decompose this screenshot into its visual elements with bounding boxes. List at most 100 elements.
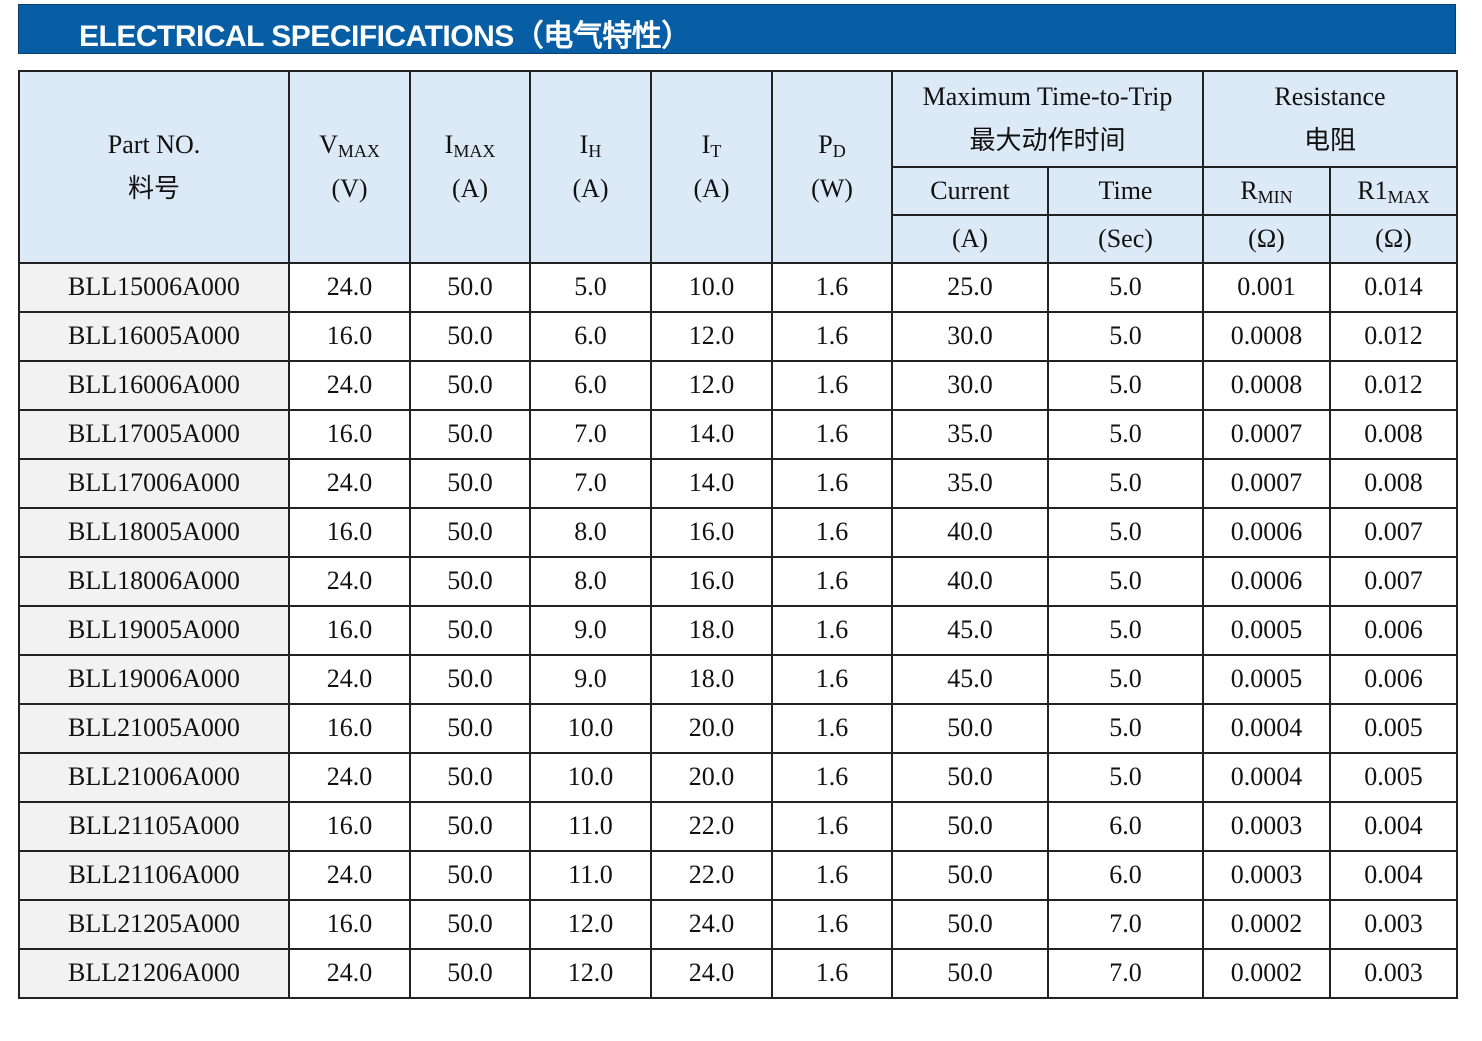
header-row: Current Time RMIN R1MAX xyxy=(19,166,1458,216)
part-number: BLL17005A000 xyxy=(18,409,290,460)
cell: 20.0 xyxy=(650,703,773,754)
part-number: BLL18006A000 xyxy=(18,556,290,607)
symbol: R xyxy=(1240,175,1258,205)
cell: 25.0 xyxy=(891,262,1049,313)
label: Maximum Time-to-Trip xyxy=(922,81,1173,111)
cell: 11.0 xyxy=(529,850,652,901)
cell: 1.6 xyxy=(771,801,893,852)
cell: 50.0 xyxy=(409,458,531,509)
cell: 6.0 xyxy=(1047,850,1204,901)
cell: 7.0 xyxy=(529,458,652,509)
cell: 1.6 xyxy=(771,948,893,999)
data-row: BLL17005A000 16.0 50.0 7.0 14.0 1.6 35.0 5.0 0.0… xyxy=(18,409,1458,460)
cell: 1.6 xyxy=(771,654,893,705)
header-row: (A) (Sec) (Ω) (Ω) xyxy=(19,214,1458,264)
cell: 1.6 xyxy=(771,899,893,950)
cell: 12.0 xyxy=(650,360,773,411)
cell: 12.0 xyxy=(650,311,773,362)
header-symbol: RMIN xyxy=(1204,169,1329,213)
label: Resistance xyxy=(1274,81,1386,111)
column-header: IMAX (A) xyxy=(409,70,531,264)
data-row: BLL19005A000 16.0 50.0 9.0 18.0 1.6 45.0 5.0 0.0… xyxy=(18,605,1458,656)
cell: 8.0 xyxy=(529,556,652,607)
cell: 5.0 xyxy=(1047,654,1204,705)
header-symbol: R1MAX xyxy=(1331,169,1456,213)
cell: 35.0 xyxy=(891,458,1049,509)
cell: 1.6 xyxy=(771,703,893,754)
cell: 50.0 xyxy=(891,850,1049,901)
part-number: BLL21106A000 xyxy=(18,850,290,901)
label-cn: 最大动作时间 xyxy=(969,126,1126,155)
part-number: BLL17006A000 xyxy=(18,458,290,509)
cell: 50.0 xyxy=(409,556,531,607)
data-row: BLL16005A000 16.0 50.0 6.0 12.0 1.6 30.0 5.0 0.0… xyxy=(18,311,1458,362)
unit: (A) xyxy=(451,174,489,203)
cell: 50.0 xyxy=(409,899,531,950)
sub-header: Current xyxy=(891,166,1049,216)
cell: 24.0 xyxy=(288,850,411,901)
data-row: BLL18005A000 16.0 50.0 8.0 16.0 1.6 40.0 5.0 0.0… xyxy=(18,507,1458,558)
cell: 0.0004 xyxy=(1202,703,1331,754)
part-number: BLL16006A000 xyxy=(18,360,290,411)
cell: 0.007 xyxy=(1329,507,1458,558)
table-head: Part NO. 料号 VMAX (V) IMAX (A) IH (A) IT (A) PD (W) M… xyxy=(18,70,1458,264)
unit: (Ω) xyxy=(1202,214,1331,264)
cell: 1.6 xyxy=(771,311,893,362)
cell: 50.0 xyxy=(409,360,531,411)
cell: 10.0 xyxy=(529,703,652,754)
cell: 5.0 xyxy=(1047,556,1204,607)
cell: 0.005 xyxy=(1329,703,1458,754)
cell: 24.0 xyxy=(650,899,773,950)
unit: (W) xyxy=(811,174,853,203)
data-row: BLL21106A000 24.0 50.0 11.0 22.0 1.6 50.0 6.0 0.… xyxy=(18,850,1458,901)
cell: 11.0 xyxy=(529,801,652,852)
cell: 50.0 xyxy=(409,850,531,901)
data-row: BLL21205A000 16.0 50.0 12.0 24.0 1.6 50.0 7.0 0.… xyxy=(18,899,1458,950)
cell: 1.6 xyxy=(771,556,893,607)
data-row: BLL21105A000 16.0 50.0 11.0 22.0 1.6 50.0 6.0 0.… xyxy=(18,801,1458,852)
cell: 16.0 xyxy=(650,556,773,607)
cell: 9.0 xyxy=(529,605,652,656)
group-header: Maximum Time-to-Trip 最大动作时间 xyxy=(891,70,1204,168)
cell: 16.0 xyxy=(650,507,773,558)
header-symbol: IH xyxy=(531,123,650,167)
cell: 20.0 xyxy=(650,752,773,803)
cell: 16.0 xyxy=(288,703,411,754)
cell: 24.0 xyxy=(288,556,411,607)
cell: 45.0 xyxy=(891,654,1049,705)
cell: 50.0 xyxy=(409,948,531,999)
cell: 0.0008 xyxy=(1202,360,1331,411)
cell: 50.0 xyxy=(409,752,531,803)
cell: 50.0 xyxy=(409,311,531,362)
cell: 1.6 xyxy=(771,409,893,460)
cell: 14.0 xyxy=(650,458,773,509)
data-row: BLL21006A000 24.0 50.0 10.0 20.0 1.6 50.0 5.0 0.… xyxy=(18,752,1458,803)
label-cn: 电阻 xyxy=(1303,126,1356,155)
cell: 0.003 xyxy=(1329,948,1458,999)
cell: 30.0 xyxy=(891,360,1049,411)
header-row: Part NO. 料号 VMAX (V) IMAX (A) IH (A) IT (A) PD (W) M… xyxy=(18,70,1458,264)
cell: 0.0006 xyxy=(1202,556,1331,607)
data-row: BLL17006A000 24.0 50.0 7.0 14.0 1.6 35.0 5.0 0.0… xyxy=(18,458,1458,509)
part-number: BLL21006A000 xyxy=(18,752,290,803)
unit: (A) xyxy=(693,174,730,203)
cell: 6.0 xyxy=(529,360,652,411)
label: Time xyxy=(1098,175,1153,205)
symbol: I xyxy=(579,129,589,159)
unit: (A) xyxy=(572,174,609,203)
cell: 50.0 xyxy=(891,948,1049,999)
unit: (V) xyxy=(331,174,368,203)
data-row: BLL21206A000 24.0 50.0 12.0 24.0 1.6 50.0 7.0 0.… xyxy=(18,948,1458,999)
cell: 0.012 xyxy=(1329,360,1458,411)
cell: 24.0 xyxy=(288,360,411,411)
cell: 0.012 xyxy=(1329,311,1458,362)
subscript: MAX xyxy=(1387,186,1430,207)
cell: 0.014 xyxy=(1329,262,1458,313)
cell: 24.0 xyxy=(288,948,411,999)
header-symbol: PD xyxy=(773,123,891,167)
cell: 24.0 xyxy=(288,654,411,705)
subscript: MIN xyxy=(1257,186,1293,207)
cell: 0.0003 xyxy=(1202,850,1331,901)
column-header: Part NO. 料号 xyxy=(18,70,290,264)
